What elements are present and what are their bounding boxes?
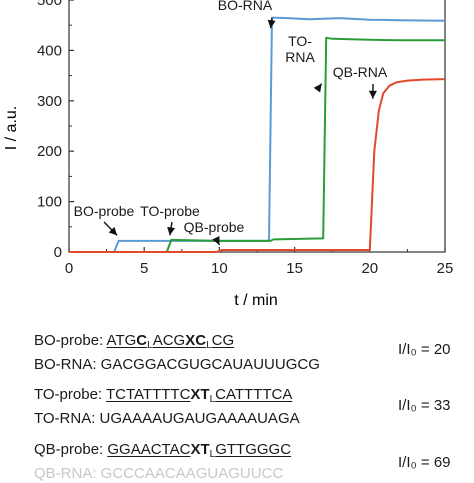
probe-label: TO-probe: [34, 386, 106, 403]
annotation-label: TO-probe [140, 203, 200, 219]
annotation-label-line: RNA [285, 49, 315, 65]
sequence-block-bo: BO-probe: ATGCLACGXCLCG BO-RNA: GACGGACG… [34, 331, 320, 374]
annotation-label: BO-RNA [218, 0, 273, 13]
sequence-segment: C [136, 332, 147, 349]
sequence-segment: C [195, 332, 206, 349]
x-axis-label: t / min [234, 292, 278, 309]
sequence-segment: ACG [153, 332, 186, 349]
sequence-segment: ATG [107, 332, 137, 349]
annotation-layer: BO-RNA TO-RNA QB-RNA BO-probe TO-probeQB-pro… [74, 0, 388, 245]
series-line-to [69, 38, 445, 252]
axes: 0 5 10 15 20 25 0 100 200 300 400 500 [37, 0, 453, 277]
probe-sequence: ATGCLACGXCLCG [107, 332, 235, 349]
ratio-to: I/I₀ = 33 [398, 397, 451, 414]
y-axis-label: I / a.u. [3, 106, 20, 150]
sequence-segment: X [190, 386, 200, 403]
sequence-segment: CG [212, 332, 235, 349]
series-line-qb [69, 79, 445, 252]
sequence-segment: X [185, 332, 195, 349]
ratio-bo: I/I₀ = 20 [398, 341, 451, 358]
sequence-segment: C [180, 441, 191, 458]
annotation-arrow-head [167, 227, 175, 236]
annotation-label-line: TO-probe [140, 203, 200, 219]
rna-line-bo: BO-RNA: GACGGACGUGCAUAUUUGCG [34, 355, 320, 374]
annotation-label-line: BO-RNA [218, 0, 273, 13]
probe-line-to: TO-probe: TCTATTTTCXTLCATTTTCA [34, 385, 300, 409]
x-tick-label: 20 [361, 260, 378, 277]
annotation-label-line: QB-RNA [333, 64, 388, 80]
y-tick-label: 100 [37, 194, 62, 211]
sequence-block-qb: QB-probe: GGAACTACXTLGTTGGGC QB-RNA: GCC… [34, 440, 291, 483]
annotation-arrow-head [314, 84, 322, 93]
sequence-segment: G [215, 441, 227, 458]
annotation-label-line: TO- [288, 33, 312, 49]
y-tick-label: 500 [37, 0, 62, 9]
probe-label: BO-probe: [34, 332, 107, 349]
rna-line-to: TO-RNA: UGAAAAUGAUGAAAAUAGA [34, 409, 300, 428]
annotation-label: TO-RNA [285, 33, 315, 65]
annotation-label: QB-RNA [333, 64, 388, 80]
y-tick-label: 0 [54, 244, 62, 261]
annotation-label: QB-probe [184, 219, 245, 235]
sequence-segment: TTGGGC [227, 441, 291, 458]
annotation-arrow-head [369, 91, 377, 99]
x-tick-label: 10 [211, 260, 228, 277]
ratio-qb: I/I₀ = 69 [398, 454, 451, 471]
sequence-segment: GGAACTA [107, 441, 179, 458]
probe-sequence: GGAACTACXTLGTTGGGC [107, 441, 291, 458]
sequence-segment: T [200, 386, 209, 403]
probe-line-bo: BO-probe: ATGCLACGXCLCG [34, 331, 320, 355]
annotation-label-line: QB-probe [184, 219, 245, 235]
x-tick-label: 15 [286, 260, 303, 277]
probe-line-qb: QB-probe: GGAACTACXTLGTTGGGC [34, 440, 291, 464]
x-tick-label: 0 [65, 260, 73, 277]
annotation-label-line: BO-probe [74, 203, 135, 219]
sequence-segment: X [190, 441, 200, 458]
sequence-segment: CATTTTCA [215, 386, 292, 403]
sequence-block-to: TO-probe: TCTATTTTCXTLCATTTTCA TO-RNA: U… [34, 385, 300, 428]
x-tick-label: 5 [140, 260, 148, 277]
y-tick-label: 300 [37, 93, 62, 110]
probe-label: QB-probe: [34, 441, 107, 458]
sequence-segment: TCTATTTTC [106, 386, 190, 403]
fluorescence-chart: 0 5 10 15 20 25 0 100 200 300 400 500 BO-RNA TO-RNA Q… [0, 0, 474, 320]
y-tick-label: 400 [37, 42, 62, 59]
sequence-segment: T [200, 441, 209, 458]
y-tick-label: 200 [37, 143, 62, 160]
x-tick-label: 25 [437, 260, 454, 277]
annotation-label: BO-probe [74, 203, 135, 219]
probe-sequence: TCTATTTTCXTLCATTTTCA [106, 386, 292, 403]
